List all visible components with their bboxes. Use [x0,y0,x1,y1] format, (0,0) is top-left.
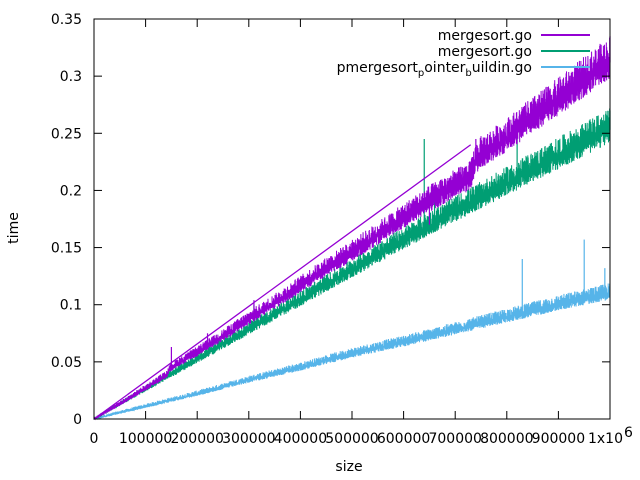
legend-label-3-part-2: ointer [424,60,465,76]
x-tick-label-2: 200000 [170,431,223,447]
y-tick-label-2: 0.1 [60,298,82,314]
x-tick-label-8: 800000 [480,431,533,447]
legend: mergesort.gomergesort.gopmergesortpointe… [337,28,590,79]
y-tick-label-4: 0.2 [60,183,82,199]
legend-label-3-part-4: uildin.go [472,60,532,76]
legend-label-3-part-3: b [465,68,471,79]
legend-label-3-part-1: p [418,68,424,79]
series-line-1-trace-2 [93,144,472,420]
series-line-1 [93,37,611,421]
y-tick-label-6: 0.3 [60,69,82,85]
y-tick-label-0: 0 [73,412,82,428]
x-tick-label-1: 100000 [119,431,172,447]
x-tick-label-9: 900000 [532,431,585,447]
series-layer [93,36,611,421]
x-tick-label-7: 700000 [428,431,481,447]
x-tick-label-0: 0 [90,431,99,447]
axes-layer: 0 0.05 0.1 0.15 0.2 0.25 0.3 0.35 0 1000002000003… [51,12,633,447]
x-tick-label-4: 400000 [274,431,327,447]
x-tick-label-5: 500000 [325,431,378,447]
x-axis-label: size [335,459,362,475]
x-tick-label-10: 1x10 [588,431,623,447]
legend-label-1: mergesort.go [438,28,532,44]
series-line-3 [93,283,611,421]
y-tick-label-3: 0.15 [51,241,82,257]
y-tick-label-5: 0.25 [51,126,82,142]
y-tick-label-1: 0.05 [51,355,82,371]
x-tick-label-6: 600000 [377,431,430,447]
legend-label-2: mergesort.go [438,44,532,60]
x-tick-label-3: 300000 [222,431,275,447]
y-tick-label-7: 0.35 [51,12,82,28]
legend-label-3: pmergesortpointerbuildin.go [337,60,532,79]
y-axis-label: time [6,212,22,244]
series-line-2 [93,108,611,420]
x-tick-exponent: 6 [624,425,633,441]
